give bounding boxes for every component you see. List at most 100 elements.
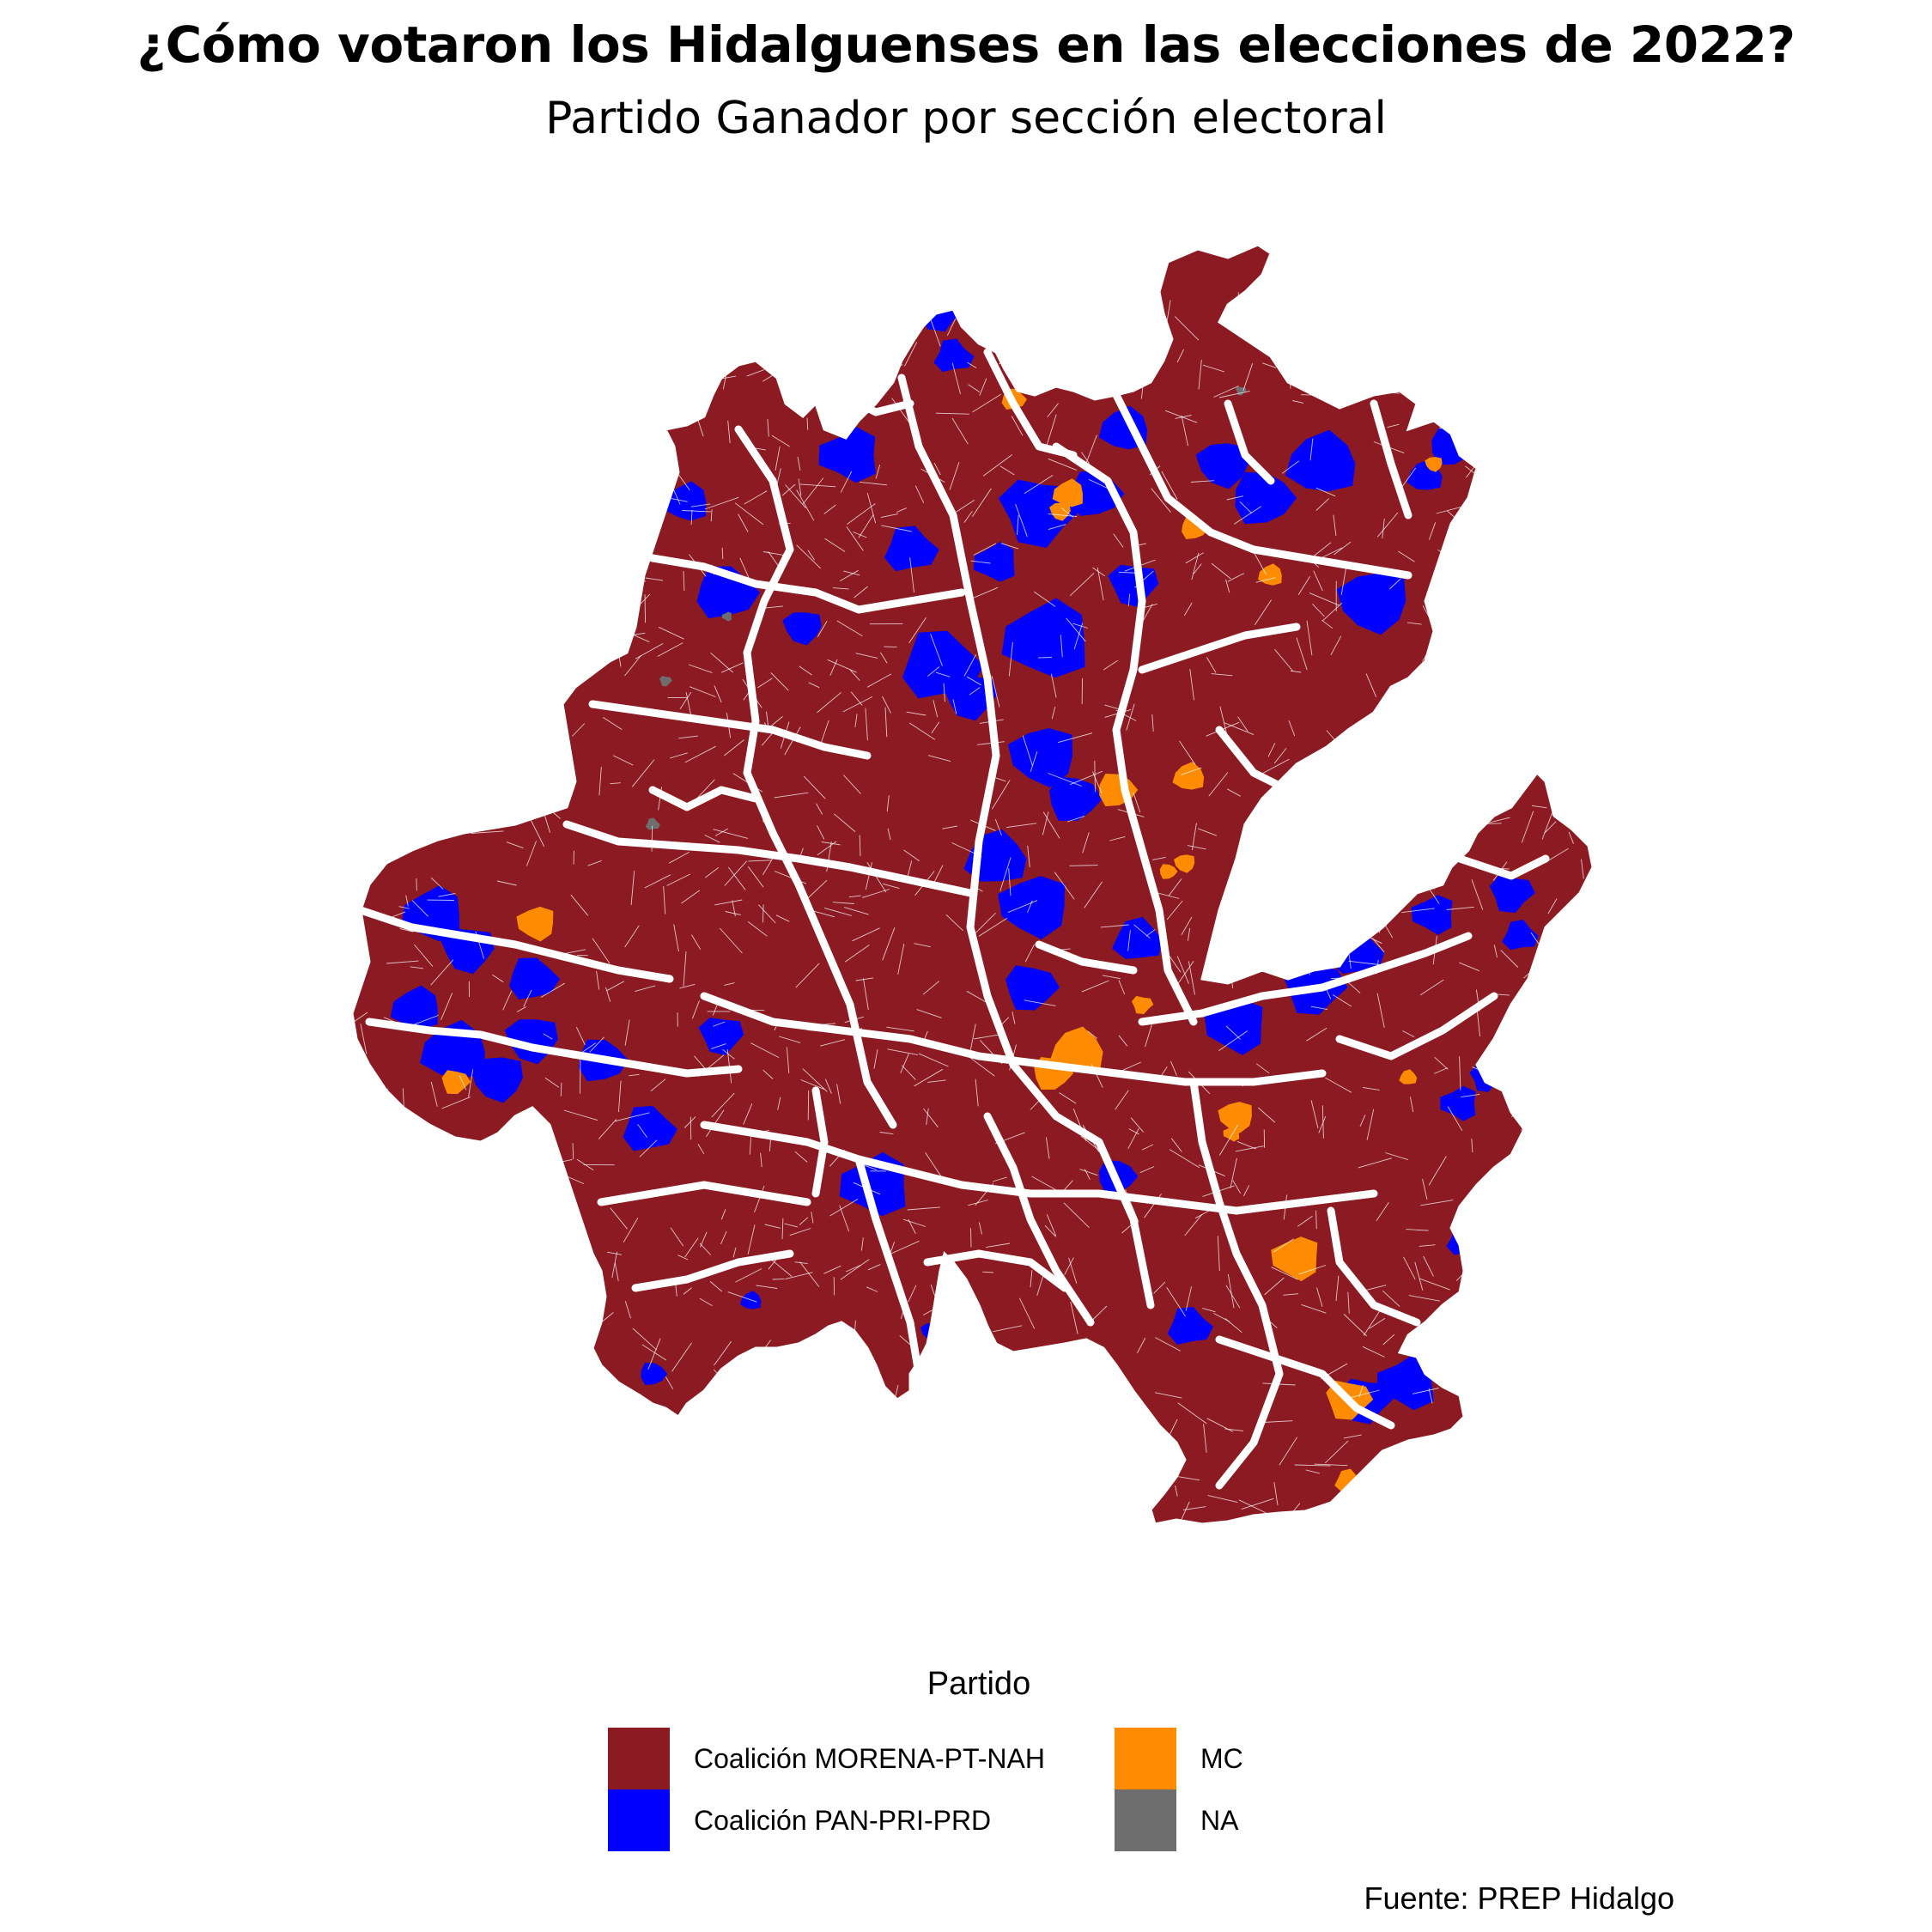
section-boundary (1334, 541, 1352, 556)
section-boundary (702, 1419, 724, 1428)
section-boundary (1179, 740, 1196, 766)
section-boundary (511, 1526, 525, 1541)
section-boundary (1203, 1424, 1207, 1453)
section-boundary (374, 603, 398, 608)
section-boundary (971, 1426, 980, 1447)
section-boundary (1457, 753, 1467, 773)
section-boundary (1261, 936, 1285, 953)
section-boundary (736, 320, 766, 325)
section-boundary (835, 338, 855, 344)
section-boundary (528, 625, 543, 629)
section-boundary (908, 617, 927, 644)
section-boundary (1293, 1525, 1306, 1526)
section-boundary (730, 1413, 744, 1416)
section-boundary (914, 1068, 944, 1087)
section-boundary (665, 1376, 674, 1389)
section-boundary (394, 520, 399, 550)
section-boundary (430, 877, 444, 890)
section-boundary (405, 800, 430, 807)
na-region (721, 611, 732, 622)
section-boundary (507, 256, 525, 263)
section-boundary (1012, 1436, 1024, 1448)
section-boundary (465, 335, 486, 349)
section-boundary (657, 642, 683, 657)
section-boundary (1042, 1374, 1046, 1400)
section-boundary (671, 1469, 687, 1490)
section-boundary (1008, 868, 1012, 896)
section-boundary (870, 1430, 893, 1437)
municipality-boundary (1327, 1206, 1421, 1327)
section-boundary (375, 543, 380, 578)
section-boundary (463, 428, 481, 434)
section-boundary (1305, 1469, 1321, 1474)
municipality-boundary (648, 786, 760, 811)
section-boundary (1144, 603, 1158, 608)
section-boundary (1359, 1115, 1366, 1127)
section-boundary (774, 792, 809, 799)
section-boundary (659, 1431, 677, 1450)
legend-label-na: NA (1200, 1804, 1239, 1836)
section-boundary (1279, 1437, 1297, 1466)
section-boundary (1175, 415, 1192, 419)
section-boundary (763, 1406, 781, 1422)
section-boundary (540, 1127, 544, 1151)
section-boundary (866, 266, 882, 280)
section-boundary (1202, 364, 1225, 373)
section-boundary (511, 1288, 526, 1298)
mc-region (1257, 563, 1282, 586)
section-boundary (847, 503, 876, 525)
section-boundary (1084, 881, 1103, 908)
section-boundary (873, 1049, 878, 1069)
section-boundary (842, 696, 873, 713)
section-boundary (358, 538, 370, 559)
section-boundary (1374, 353, 1382, 365)
section-boundary (1140, 1485, 1166, 1492)
section-boundary (501, 1331, 529, 1336)
section-boundary (658, 626, 684, 640)
pan-pri-prd-region (1195, 443, 1249, 489)
section-boundary (556, 1390, 580, 1395)
section-boundary (1066, 815, 1085, 823)
section-boundary (951, 362, 961, 394)
section-boundary (794, 1151, 808, 1163)
section-boundary (587, 860, 602, 866)
legend-item-mc: MC (1115, 1728, 1243, 1789)
section-boundary (982, 1271, 994, 1273)
section-boundary (840, 471, 853, 493)
section-boundary (790, 346, 799, 363)
section-boundary (598, 429, 626, 454)
section-boundary (1127, 1127, 1139, 1150)
section-boundary (1183, 602, 1193, 617)
municipality-boundary (1112, 391, 1413, 580)
section-boundary (1235, 1145, 1264, 1152)
section-boundary (722, 1048, 735, 1060)
section-boundary (982, 454, 1012, 477)
section-boundary (666, 873, 690, 886)
section-boundary (816, 1454, 830, 1479)
section-boundary (1097, 1388, 1124, 1389)
section-boundary (678, 735, 698, 739)
section-boundary (447, 788, 471, 805)
section-boundary (884, 707, 888, 738)
section-boundary (605, 1521, 621, 1524)
section-boundary (1211, 673, 1233, 677)
section-boundary (859, 481, 887, 486)
section-boundary (1274, 649, 1294, 672)
section-boundary (721, 662, 744, 673)
section-boundary (1512, 1346, 1540, 1371)
section-boundary (781, 1218, 784, 1240)
section-boundary (1401, 908, 1435, 914)
section-boundary (679, 983, 696, 989)
section-boundary (1169, 1149, 1200, 1169)
section-boundary (411, 900, 429, 917)
section-boundary (1027, 254, 1044, 279)
section-boundary (1130, 1117, 1145, 1133)
section-boundary (855, 653, 878, 659)
section-boundary (1208, 772, 1229, 797)
section-boundary (1267, 930, 1281, 961)
section-boundary (1466, 465, 1476, 478)
section-boundary (1548, 848, 1569, 861)
section-boundary (866, 673, 892, 688)
section-boundary (1400, 1472, 1410, 1498)
section-boundary (817, 691, 841, 714)
